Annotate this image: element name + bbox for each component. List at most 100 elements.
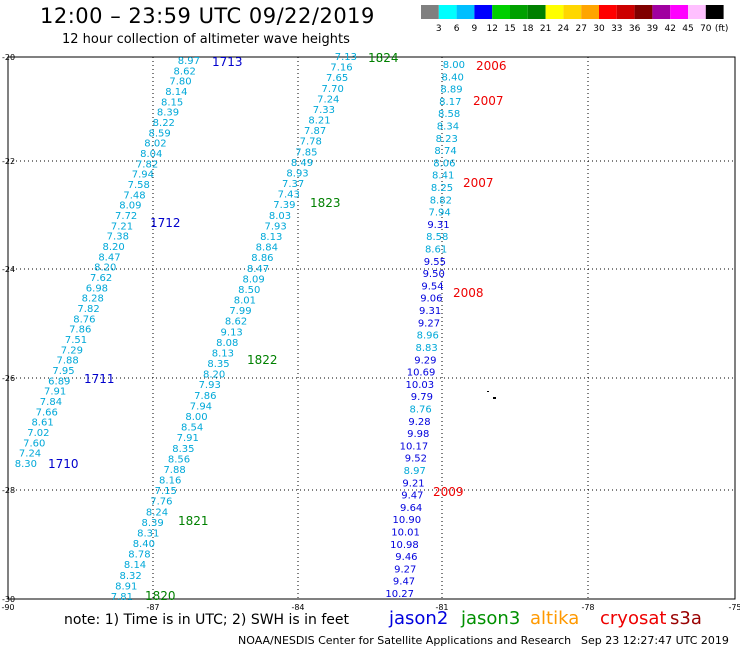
swh-value: 9.13 — [221, 327, 243, 338]
pass-time-label: 1712 — [150, 216, 181, 230]
swh-value: 10.01 — [391, 527, 420, 538]
swh-value: 8.01 — [234, 296, 256, 307]
swh-value: 9.31 — [419, 306, 441, 317]
swh-value: 8.39 — [157, 108, 179, 119]
legend-label: 30 — [593, 24, 605, 34]
swh-value: 9.27 — [394, 564, 416, 575]
swh-value: 7.95 — [52, 366, 74, 377]
swh-value: 8.61 — [31, 418, 53, 429]
swh-value: 9.54 — [421, 281, 443, 292]
swh-value: 9.55 — [424, 257, 446, 268]
swh-value: 7.15 — [155, 486, 177, 497]
lon-tick-label: -90 — [1, 603, 14, 612]
swh-value: 9.31 — [427, 220, 449, 231]
legend-swatch — [616, 5, 635, 19]
swh-value: 8.58 — [426, 232, 448, 243]
lat-tick-label: -24 — [2, 265, 15, 274]
pass-time-label: 2009 — [433, 485, 464, 499]
satellite-jason3: jason3 — [461, 608, 521, 629]
legend-swatch — [527, 5, 546, 19]
legend-label: 33 — [611, 24, 622, 34]
swh-value: 8.54 — [181, 423, 203, 434]
satellite-jason2: jason2 — [389, 608, 449, 629]
legend-label: 21 — [540, 24, 551, 34]
swh-value: 8.76 — [410, 404, 432, 415]
swh-value: 8.83 — [415, 343, 437, 354]
lat-tick-label: -20 — [2, 53, 15, 62]
swh-value: 8.34 — [437, 122, 459, 133]
swh-value: 8.13 — [212, 348, 234, 359]
swh-value: 7.84 — [40, 397, 62, 408]
swh-value: 7.48 — [123, 190, 145, 201]
swh-value: 7.76 — [150, 497, 172, 508]
swh-value: 8.04 — [140, 149, 162, 160]
legend-label: 3 — [436, 24, 442, 34]
swh-value: 7.13 — [335, 52, 357, 63]
swh-value: 7.62 — [90, 273, 112, 284]
swh-value: 8.86 — [251, 253, 273, 264]
swh-value: 7.93 — [264, 221, 286, 232]
swh-value: 7.58 — [128, 180, 150, 191]
swh-value: 10.17 — [400, 441, 429, 452]
footer-note: note: 1) Time is in UTC; 2) SWH is in fe… — [64, 612, 350, 628]
legend-label: 24 — [558, 24, 570, 34]
swh-value: 8.56 — [168, 454, 190, 465]
lat-tick-label: -26 — [2, 374, 15, 383]
swh-value: 8.62 — [174, 66, 196, 77]
swh-value: 9.47 — [401, 491, 423, 502]
swh-value: 7.88 — [163, 465, 185, 476]
swh-value: 7.86 — [194, 391, 216, 402]
swh-value: 7.24 — [19, 449, 41, 460]
swh-value: 7.33 — [313, 105, 335, 116]
swh-value: 7.60 — [23, 438, 45, 449]
legend-swatch — [705, 5, 724, 19]
legend-unit: (ft) — [715, 24, 729, 34]
swh-value: 8.02 — [144, 139, 166, 150]
pass-time-label: 1823 — [310, 196, 341, 210]
swh-value: 7.72 — [115, 211, 137, 222]
color-legend: 3 6 9 12 15 18 21 24 27 30 33 36 39 42 45 70 (ft) — [421, 5, 729, 34]
swh-value: 8.13 — [260, 232, 282, 243]
swh-value: 7.66 — [36, 407, 58, 418]
swh-value: 9.06 — [420, 294, 442, 305]
swh-value: 10.69 — [407, 368, 436, 379]
swh-value: 7.80 — [169, 77, 191, 88]
swh-value: 8.06 — [433, 158, 455, 169]
page-subtitle: 12 hour collection of altimeter wave hei… — [62, 32, 350, 47]
legend-label: 6 — [454, 24, 460, 34]
swh-value: 8.76 — [73, 314, 95, 325]
legend-label: 42 — [664, 24, 675, 34]
swh-value: 8.40 — [442, 72, 464, 83]
pass-time-label: 1824 — [368, 51, 399, 65]
swh-value: 9.29 — [414, 355, 436, 366]
swh-value: 9.64 — [400, 503, 422, 514]
swh-value: 9.27 — [418, 318, 440, 329]
legend-swatch — [438, 5, 457, 19]
swh-value: 9.21 — [402, 478, 424, 489]
pass-time-label: 1711 — [84, 372, 115, 386]
swh-value: 8.47 — [98, 252, 120, 263]
swh-value: 8.30 — [15, 459, 37, 470]
satellite-s3a: s3a — [670, 608, 702, 629]
swh-value: 8.96 — [417, 331, 439, 342]
island-mark — [493, 397, 496, 399]
swh-value: 7.02 — [27, 428, 49, 439]
legend-label: 9 — [472, 24, 478, 34]
swh-value: 8.41 — [432, 171, 454, 182]
swh-value: 8.93 — [286, 168, 308, 179]
satellite-altika: altika — [530, 608, 580, 629]
swh-value: 7.94 — [132, 170, 154, 181]
swh-value: 7.99 — [229, 306, 251, 317]
legend-label: 45 — [682, 24, 693, 34]
swh-value: 8.50 — [238, 285, 260, 296]
pass-time-label: 1820 — [145, 589, 176, 603]
swh-value: 8.17 — [439, 97, 461, 108]
lon-tick-label: -81 — [435, 603, 448, 612]
legend-swatch — [510, 5, 528, 19]
swh-value: 8.84 — [256, 243, 278, 254]
swh-value: 7.38 — [107, 232, 129, 243]
swh-value: 10.90 — [392, 515, 421, 526]
legend-swatch — [581, 5, 599, 19]
swh-value: 7.82 — [136, 159, 158, 170]
swh-value: 7.16 — [330, 63, 352, 74]
